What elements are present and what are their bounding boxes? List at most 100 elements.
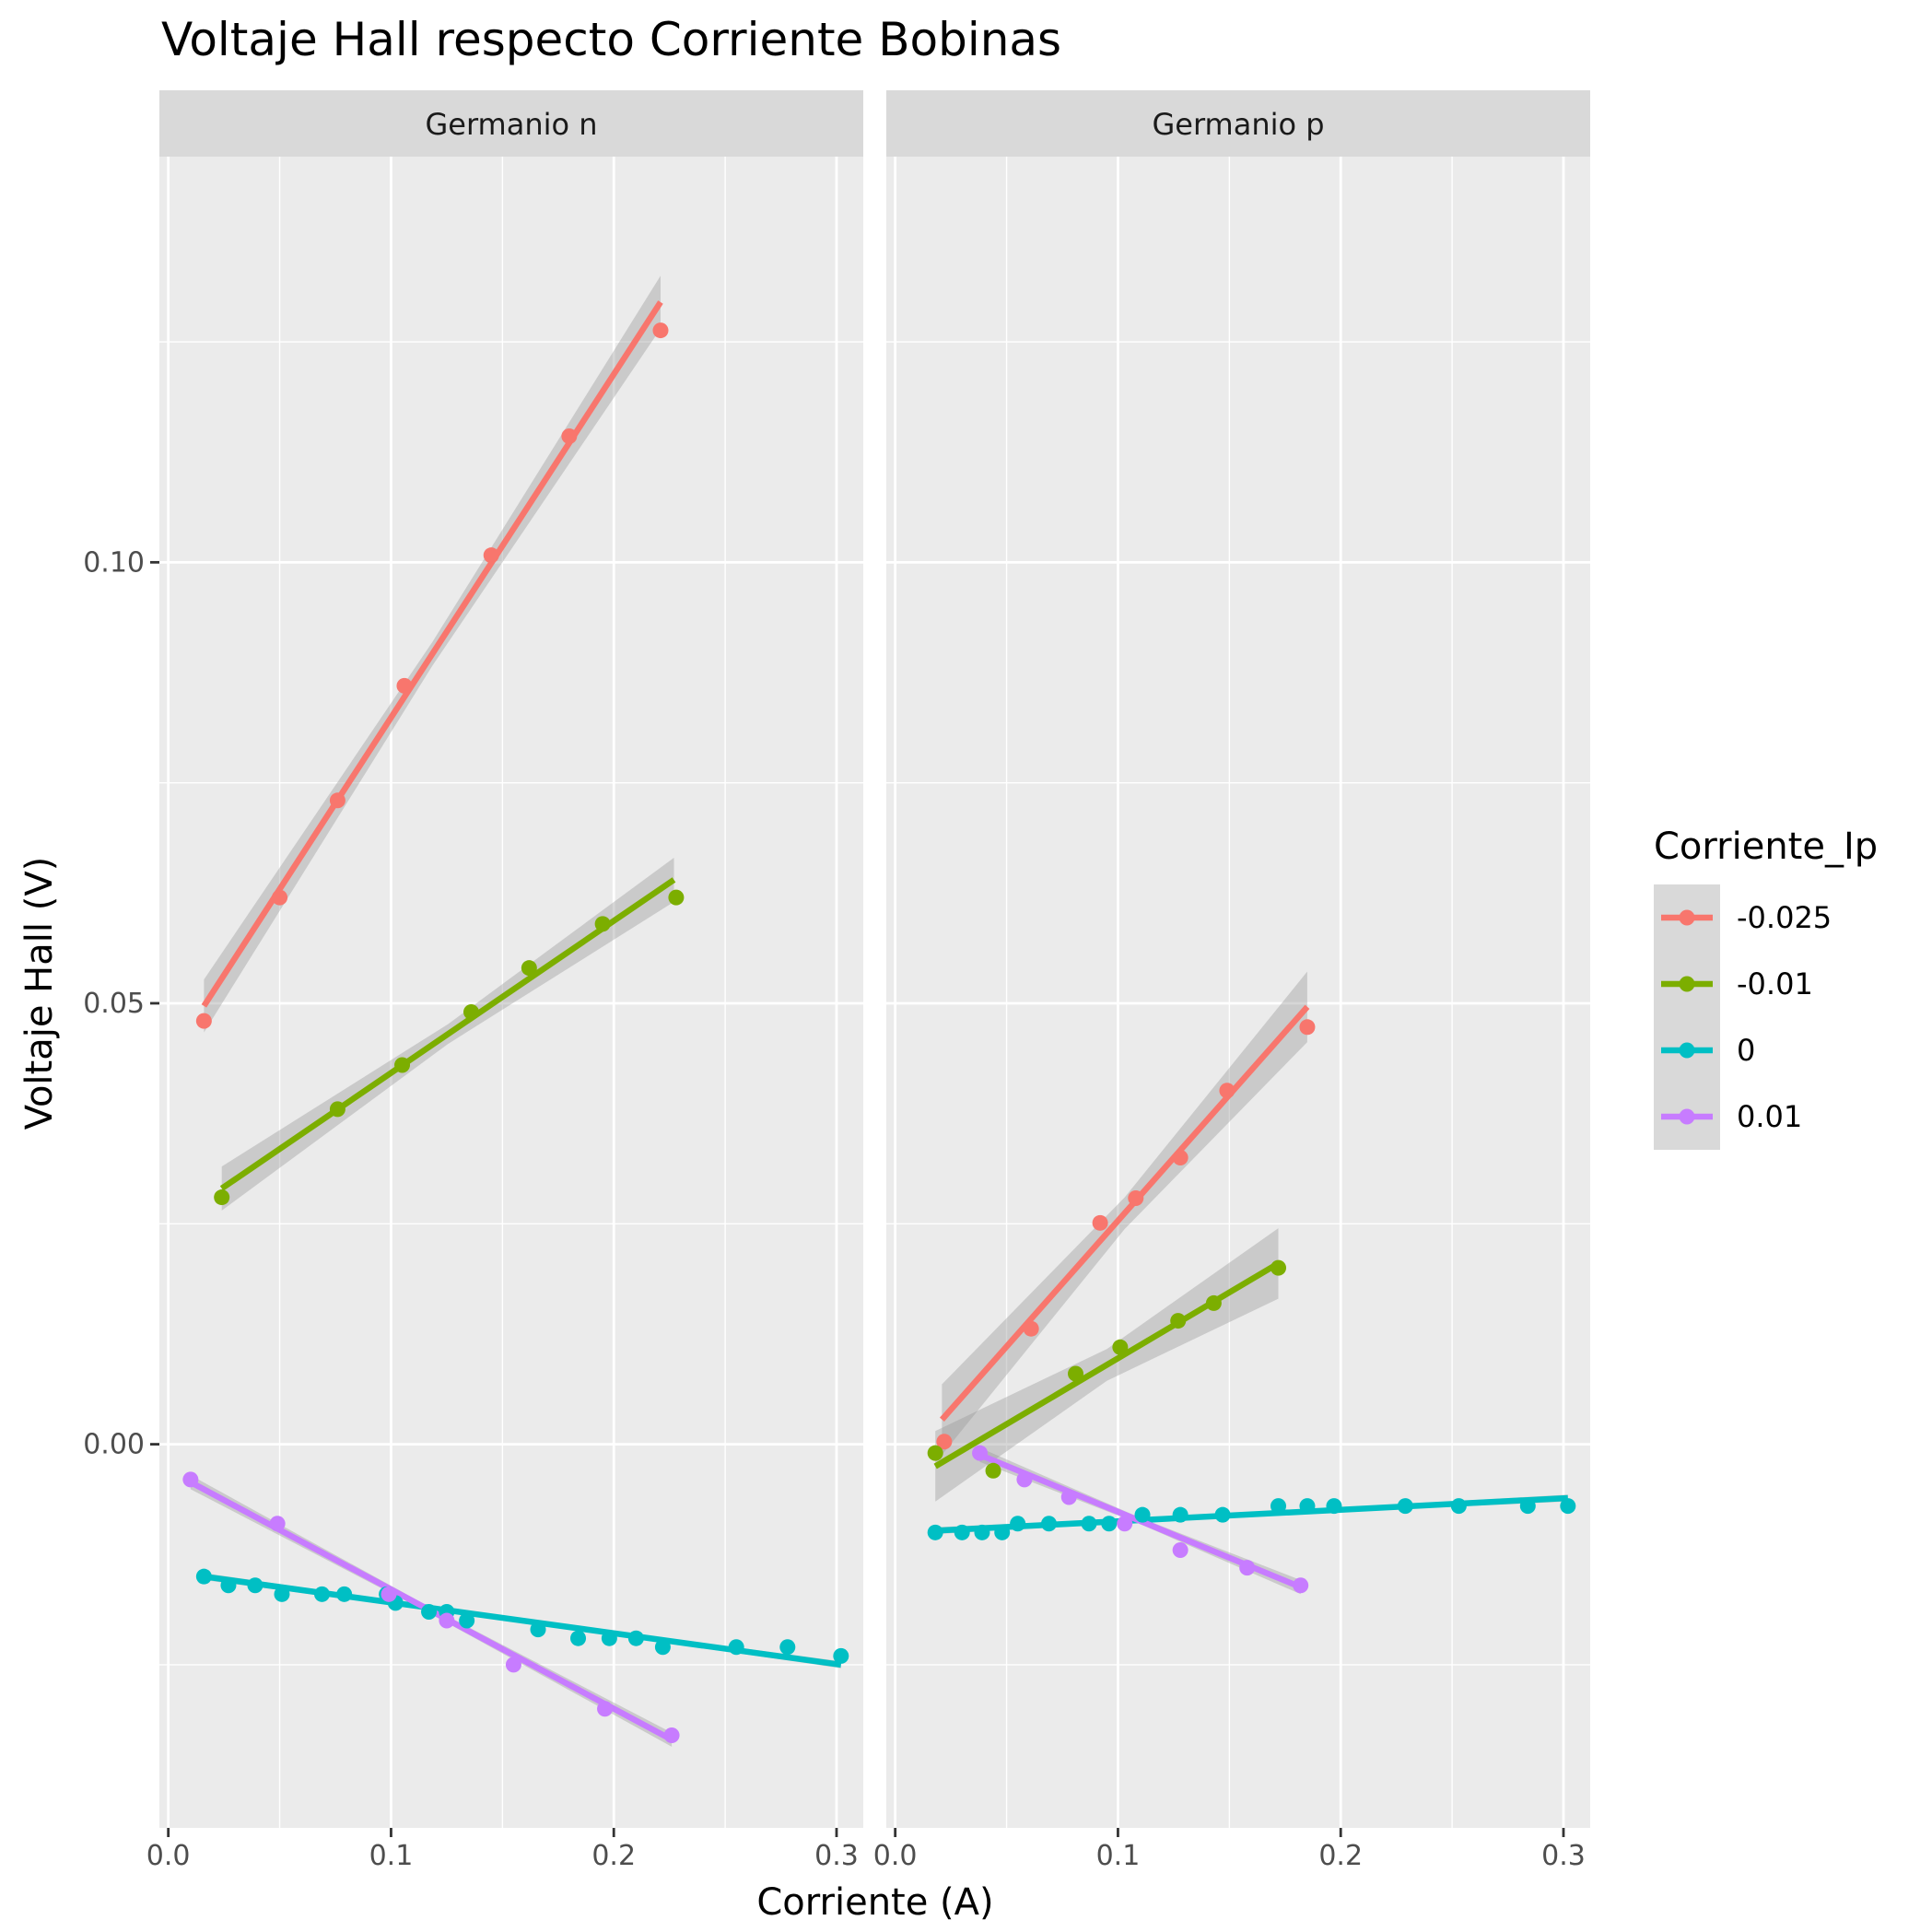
data-point-0p01 [663, 1727, 680, 1743]
data-point-0p01 [182, 1471, 199, 1488]
data-point-neg0p025 [1299, 1019, 1316, 1036]
data-point-neg0p01 [463, 1004, 479, 1021]
data-point-neg0p025 [1128, 1190, 1144, 1207]
plot-area-germanio-p [886, 157, 1590, 1828]
legend-key-point-0p01 [1679, 1108, 1695, 1125]
y-tick-label: 0.00 [83, 1429, 145, 1461]
data-point-0 [1299, 1498, 1316, 1515]
data-point-0p01 [1060, 1489, 1077, 1505]
data-point-neg0p01 [985, 1462, 1001, 1479]
data-point-0 [728, 1639, 744, 1656]
data-point-neg0p025 [329, 792, 345, 809]
data-point-neg0p025 [1219, 1083, 1235, 1099]
strip-label-germanio-n: Germanio n [425, 107, 597, 142]
chart-title: Voltaje Hall respecto Corriente Bobinas [161, 13, 1061, 66]
data-point-neg0p025 [652, 322, 669, 339]
data-point-0 [833, 1647, 849, 1664]
x-tick-label: 0.2 [1318, 1840, 1363, 1872]
data-point-0 [336, 1586, 353, 1602]
data-point-neg0p025 [1023, 1320, 1039, 1337]
data-point-neg0p01 [1170, 1313, 1187, 1329]
data-point-neg0p025 [483, 547, 499, 564]
grid-germanio-p [886, 157, 1590, 1828]
data-point-0 [927, 1524, 943, 1540]
data-point-neg0p025 [1172, 1149, 1188, 1165]
data-point-neg0p01 [394, 1057, 411, 1073]
x-tick-label: 0.1 [369, 1840, 414, 1872]
data-point-0 [654, 1639, 671, 1656]
panel-germanio-p: Germanio p [886, 90, 1590, 1828]
data-point-neg0p01 [1205, 1294, 1222, 1311]
data-point-neg0p01 [594, 916, 611, 932]
data-point-neg0p025 [1092, 1214, 1108, 1231]
data-point-0 [195, 1568, 212, 1585]
data-point-0 [974, 1524, 990, 1540]
data-point-0 [247, 1577, 263, 1594]
fit-line-neg0p025 [201, 300, 663, 1008]
data-point-neg0p025 [396, 677, 413, 694]
fit-line-neg0p01 [219, 877, 676, 1191]
data-point-neg0p025 [936, 1434, 953, 1450]
points-germanio-p [927, 1019, 1576, 1594]
data-point-0 [601, 1630, 617, 1646]
fit-line-neg0p025 [940, 1004, 1310, 1422]
data-point-0 [530, 1622, 546, 1638]
data-point-0 [220, 1577, 237, 1594]
data-point-0p01 [1117, 1516, 1133, 1532]
data-point-0p01 [269, 1516, 286, 1532]
data-point-0 [570, 1630, 587, 1646]
data-point-0p01 [1293, 1577, 1309, 1594]
y-tick-label: 0.10 [83, 546, 145, 579]
x-tick-label: 0.2 [591, 1840, 636, 1872]
data-point-0p01 [505, 1657, 521, 1673]
data-point-0p01 [381, 1586, 397, 1602]
data-point-neg0p025 [272, 889, 288, 906]
data-point-0p01 [1239, 1560, 1256, 1576]
legend-label-0: 0 [1737, 1033, 1755, 1068]
data-point-neg0p01 [1112, 1339, 1129, 1355]
data-point-0 [1081, 1516, 1097, 1532]
data-point-0p01 [972, 1445, 989, 1461]
x-tick-label: 0.3 [814, 1840, 859, 1872]
legend-key-background [1654, 884, 1720, 1150]
data-point-neg0p01 [329, 1101, 345, 1118]
data-point-neg0p01 [214, 1189, 230, 1206]
data-point-neg0p01 [927, 1445, 943, 1461]
data-point-0p01 [597, 1701, 614, 1717]
data-point-0 [1040, 1516, 1057, 1532]
data-point-neg0p01 [521, 960, 537, 977]
strip-germanio-p [886, 90, 1590, 157]
data-point-0 [274, 1586, 290, 1602]
data-point-0 [779, 1639, 796, 1656]
legend-title: Corriente_Ip [1654, 825, 1878, 868]
data-point-0p01 [1172, 1541, 1188, 1558]
strip-germanio-n [159, 90, 863, 157]
grid-germanio-n [159, 157, 863, 1828]
x-tick-label: 0.3 [1541, 1840, 1586, 1872]
y-axis-title: Voltaje Hall (V) [18, 857, 61, 1130]
legend-label-0p01: 0.01 [1737, 1099, 1802, 1134]
panel-germanio-n: Germanio n [159, 90, 863, 1828]
data-point-0 [421, 1603, 438, 1620]
data-point-0 [1519, 1498, 1536, 1515]
legend-label-neg0p025: -0.025 [1737, 900, 1832, 935]
x-axis-title: Corriente (A) [756, 1881, 993, 1924]
legend: Corriente_Ip -0.025 -0.01 0 0.01 [1654, 825, 1878, 1150]
data-point-0 [954, 1524, 970, 1540]
legend-key-point-neg0p01 [1679, 976, 1695, 992]
y-tick-label: 0.05 [83, 988, 145, 1020]
data-point-0 [1010, 1516, 1026, 1532]
legend-label-neg0p01: -0.01 [1737, 966, 1813, 1001]
data-point-neg0p01 [1068, 1365, 1084, 1382]
data-point-0 [459, 1612, 475, 1629]
strip-label-germanio-p: Germanio p [1152, 107, 1324, 142]
data-point-neg0p01 [1270, 1259, 1287, 1276]
data-point-0 [1101, 1516, 1118, 1532]
fit-line-neg0p01 [933, 1260, 1281, 1469]
x-axis-germanio-p: 0.0 0.1 0.2 0.3 [873, 1828, 1586, 1872]
data-point-0 [627, 1630, 644, 1646]
x-tick-label: 0.1 [1096, 1840, 1141, 1872]
data-point-0 [1397, 1498, 1413, 1515]
data-point-0p01 [439, 1612, 455, 1629]
